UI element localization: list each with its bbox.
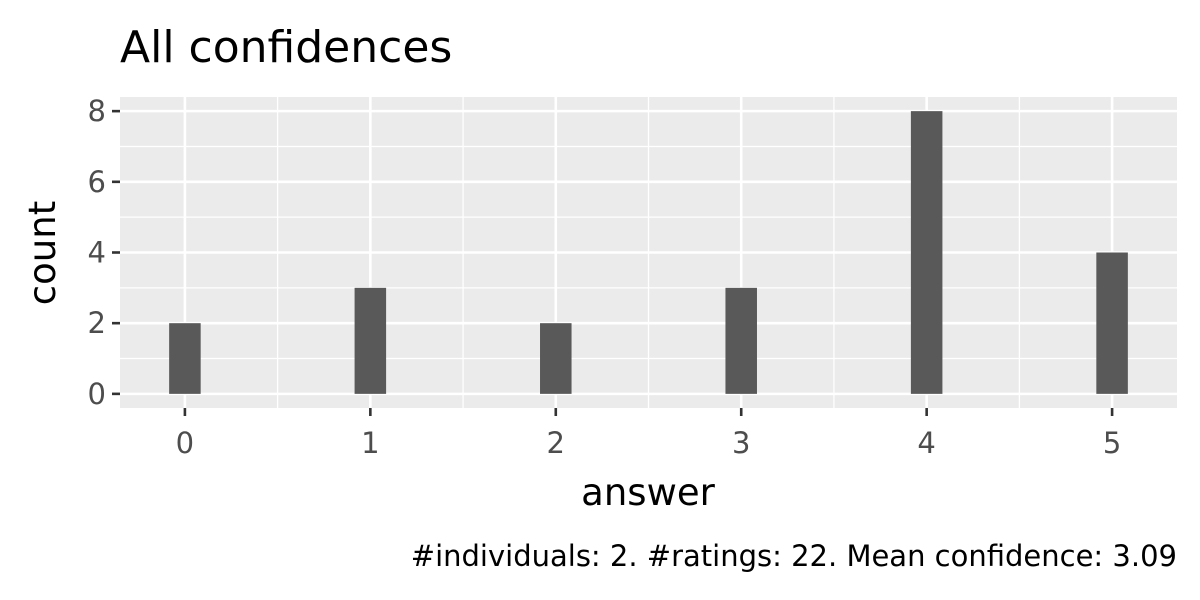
caption: #individuals: 2. #ratings: 22. Mean conf… — [411, 539, 1177, 573]
bar-2 — [540, 323, 572, 394]
y-tick-label: 4 — [88, 236, 106, 270]
x-tick-label: 5 — [1103, 426, 1121, 460]
bar-5 — [1096, 252, 1128, 394]
bar-0 — [169, 323, 201, 394]
x-tick-label: 4 — [917, 426, 935, 460]
bar-3 — [725, 287, 757, 394]
chart-title: All confidences — [120, 22, 452, 73]
y-tick-label: 8 — [88, 94, 106, 128]
x-axis: 0 1 2 3 4 5 — [176, 408, 1121, 460]
y-tick-label: 2 — [88, 306, 106, 340]
bar-4 — [910, 111, 943, 394]
x-tick-label: 0 — [176, 426, 194, 460]
x-tick-label: 1 — [361, 426, 379, 460]
y-axis: 0 2 4 6 8 — [88, 94, 120, 411]
x-tick-label: 2 — [547, 426, 565, 460]
y-tick-label: 0 — [88, 377, 106, 411]
bars — [169, 111, 1128, 394]
bar-1 — [354, 287, 387, 394]
x-axis-title: answer — [581, 471, 715, 514]
y-tick-label: 6 — [88, 165, 106, 199]
y-axis-title: count — [21, 201, 64, 305]
x-tick-label: 3 — [732, 426, 750, 460]
